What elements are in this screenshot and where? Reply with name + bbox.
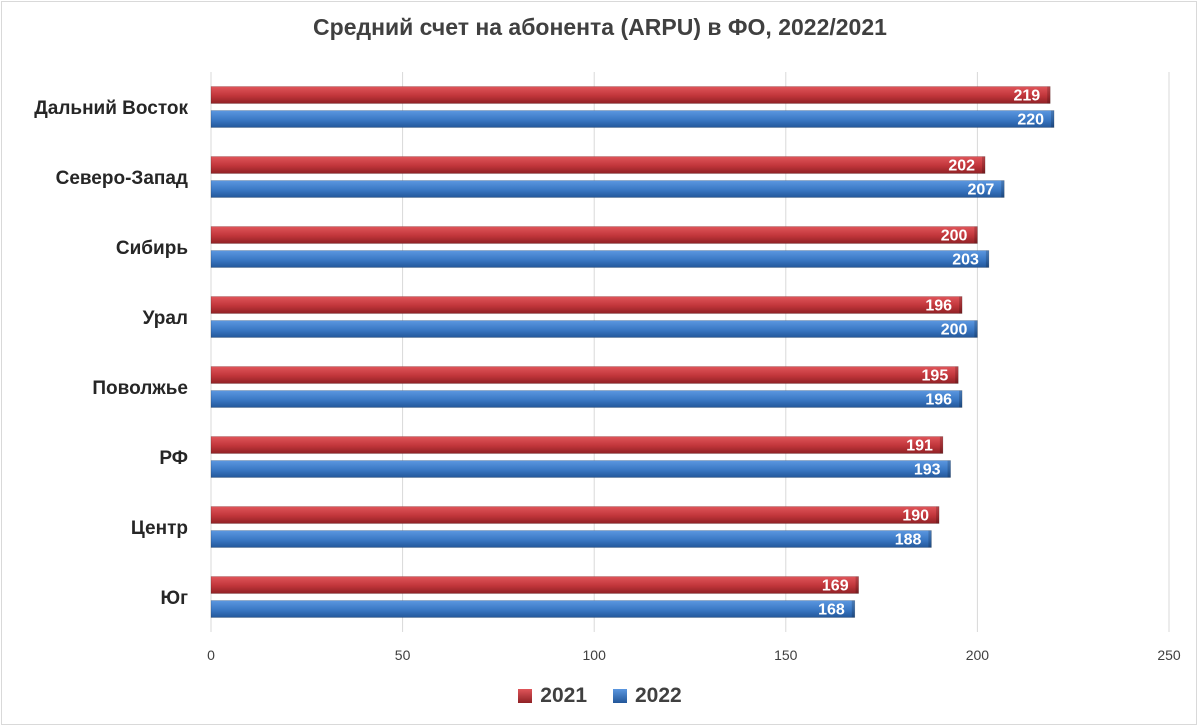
- category-label: Юг: [160, 588, 188, 609]
- x-tick-label: 250: [1157, 647, 1181, 663]
- bar-2022: [210, 600, 856, 618]
- bar-2022: [210, 530, 932, 548]
- bar-end-cap: [955, 366, 959, 384]
- legend-label-2021: 2021: [540, 684, 587, 707]
- bar-2021: [210, 576, 859, 594]
- bar-end-cap: [959, 296, 963, 314]
- data-label: 195: [922, 368, 949, 385]
- bar-2022: [210, 320, 978, 338]
- bar-end-cap: [1001, 180, 1005, 198]
- bar-2022: [210, 110, 1055, 128]
- bar-end-cap: [855, 576, 859, 594]
- legend-swatch-2021: [518, 689, 533, 703]
- bar-end-cap: [985, 250, 989, 268]
- data-label: 203: [952, 252, 979, 269]
- data-label: 169: [822, 578, 849, 595]
- category-label: Центр: [131, 518, 188, 539]
- data-label: 200: [941, 228, 968, 245]
- data-label: 219: [1014, 88, 1041, 105]
- category-label: Дальний Восток: [34, 98, 188, 119]
- x-axis-ticks: 0 50 100 150 200 250: [207, 647, 1181, 663]
- bar-2021: [210, 86, 1051, 104]
- category-label: Поволжье: [92, 378, 188, 399]
- category-label: Урал: [143, 308, 188, 329]
- x-tick-label: 150: [774, 647, 798, 663]
- bar-2021: [210, 296, 963, 314]
- legend-item-2021: 2021: [518, 684, 587, 708]
- bar-end-cap: [982, 156, 986, 174]
- legend-swatch-2022: [613, 689, 627, 703]
- gridlines: [210, 72, 1170, 632]
- bar-end-cap: [928, 530, 932, 548]
- bar-end-cap: [974, 226, 978, 244]
- bar-end-cap: [1047, 86, 1051, 104]
- bar-2021: [210, 506, 940, 524]
- bar-end-cap: [1051, 110, 1055, 128]
- category-label: РФ: [159, 448, 188, 469]
- bar-2022: [210, 250, 990, 268]
- bar-2021: [210, 156, 986, 174]
- data-label: 168: [818, 602, 845, 619]
- x-tick-label: 100: [583, 647, 607, 663]
- bar-2022: [210, 460, 951, 478]
- bar-2021: [210, 226, 978, 244]
- data-label: 196: [925, 298, 952, 315]
- data-label: 200: [941, 322, 968, 339]
- bar-end-cap: [959, 390, 963, 408]
- bar-end-cap: [974, 320, 978, 338]
- category-labels: Дальний Восток Северо-Запад Сибирь Урал Пово…: [34, 98, 188, 609]
- legend-label-2022: 2022: [635, 684, 682, 707]
- bar-end-cap: [947, 460, 951, 478]
- x-tick-label: 0: [207, 647, 215, 663]
- x-tick-label: 50: [395, 647, 411, 663]
- bar-2021: [210, 366, 959, 384]
- data-label: 193: [914, 462, 941, 479]
- bar-2021: [210, 436, 944, 454]
- bar-2022: [210, 390, 963, 408]
- x-tick-label: 200: [966, 647, 990, 663]
- bars-group: 219 220 202 207 200 203 196 200 195 196 191 193 190 1…: [210, 86, 1055, 619]
- data-label: 190: [902, 508, 929, 525]
- data-label: 196: [925, 392, 952, 409]
- legend-item-2022: 2022: [613, 684, 682, 708]
- data-label: 202: [948, 158, 975, 175]
- category-label: Сибирь: [116, 238, 188, 259]
- data-label: 191: [906, 438, 933, 455]
- bar-end-cap: [936, 506, 940, 524]
- legend: 2021 2022: [0, 684, 1200, 708]
- data-label: 207: [968, 182, 995, 199]
- chart-title: Средний счет на абонента (ARPU) в ФО, 20…: [313, 14, 887, 40]
- data-label: 220: [1017, 112, 1044, 129]
- bar-end-cap: [851, 600, 855, 618]
- bar-end-cap: [939, 436, 943, 454]
- category-label: Северо-Запад: [56, 168, 188, 189]
- data-label: 188: [895, 532, 922, 549]
- bar-2022: [210, 180, 1005, 198]
